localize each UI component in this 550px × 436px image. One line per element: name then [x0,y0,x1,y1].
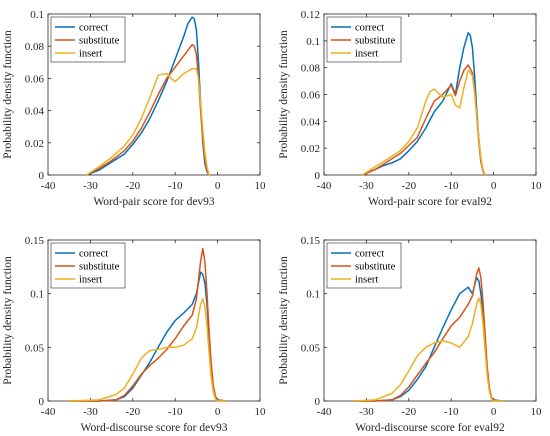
x-tick-label: 0 [491,406,497,418]
y-tick-label: 0.06 [301,90,321,102]
y-tick-label: 0.1 [30,9,44,21]
x-tick-label: -10 [444,180,459,192]
x-tick-label: -20 [125,180,140,192]
x-tick-label: -20 [401,180,416,192]
x-tick-label: -20 [125,406,140,418]
legend-label-insert: insert [79,275,102,286]
x-tick-label: 0 [491,180,497,192]
x-tick-label: -10 [168,406,183,418]
y-tick-label: 0.08 [25,41,45,53]
x-tick-label: -40 [317,406,332,418]
chart-panel-1: -40 -30 -20 -10 0 10 0 0.02 0.04 0.06 0.08 0.1 Word-… [2,9,266,208]
legend-label-insert: insert [79,49,102,60]
x-tick-label: -10 [168,180,183,192]
y-tick-label: 0.05 [301,342,321,354]
legend: correct substitute insert [326,16,402,63]
y-tick-label: 0 [39,396,45,408]
x-tick-label: -30 [359,180,374,192]
y-tick-label: 0.1 [306,36,320,48]
x-tick-label: 0 [215,180,221,192]
x-tick-label: 10 [531,180,543,192]
legend-label-correct: correct [355,23,384,34]
y-tick-label: 0.15 [301,235,321,247]
series-line-insert [352,297,503,402]
x-axis-label: Word-pair score for dev93 [93,196,215,208]
plot-frame [323,239,537,402]
plot-frame [47,239,261,402]
legend-label-correct: correct [79,23,108,34]
y-tick-label: 0.08 [301,63,321,75]
chart-panel-4: -40 -30 -20 -10 0 10 0 0.05 0.1 0.15 Word-discours… [278,235,542,434]
y-tick-label: 0.02 [301,143,320,155]
y-axis-label: Probability density function [2,30,14,159]
legend-label-correct: correct [79,249,108,260]
chart-panel-3: -40 -30 -20 -10 0 10 0 0.05 0.1 0.15 Word-discours… [2,235,266,434]
series-line-insert [68,298,227,402]
y-tick-label: 0.05 [25,342,45,354]
x-tick-label: -30 [83,180,98,192]
x-tick-label: -30 [359,406,374,418]
y-tick-label: 0.1 [306,289,320,301]
x-axis-label: Word-discourse score for dev93 [81,422,228,434]
legend-label-substitute: substitute [79,262,120,273]
x-tick-label: 10 [255,406,267,418]
x-tick-label: 0 [215,406,221,418]
legend-label-substitute: substitute [355,262,396,273]
series-line-correct [68,271,227,402]
y-tick-label: 0.04 [25,106,45,118]
x-tick-label: -10 [444,406,459,418]
chart-panel-2: -40 -30 -20 -10 0 10 0 0.02 0.04 0.06 0.08 0.1 0.12 W… [278,9,542,208]
legend: correct substitute insert [50,16,126,63]
plot-frame [47,13,261,176]
legend-label-substitute: substitute [79,36,120,47]
y-tick-label: 0 [39,170,45,182]
y-tick-label: 0.15 [25,235,45,247]
series-line-substitute [85,43,210,176]
legend-label-insert: insert [355,49,378,60]
series-line-substitute [68,247,227,402]
y-tick-label: 0 [315,170,321,182]
y-tick-label: 0.06 [25,73,45,85]
x-axis-label: Word-pair score for eval92 [368,196,492,208]
series-line-correct [352,276,503,402]
y-tick-label: 0.04 [301,116,321,128]
x-tick-label: -30 [83,406,98,418]
y-axis-label: Probability density function [278,256,290,385]
legend: correct substitute insert [326,242,402,289]
legend: correct substitute insert [50,242,126,289]
x-axis-label: Word-discourse score for eval92 [355,422,505,434]
x-tick-label: -40 [317,180,332,192]
y-tick-label: 0.02 [25,138,44,150]
legend-label-insert: insert [355,275,378,286]
x-tick-label: -40 [41,406,56,418]
series-line-substitute [361,64,486,176]
y-tick-label: 0.1 [30,289,44,301]
y-tick-label: 0.12 [301,9,320,21]
legend-label-correct: correct [355,249,384,260]
x-tick-label: 10 [531,406,543,418]
series-line-insert [85,67,210,176]
legend-label-substitute: substitute [355,36,396,47]
series-line-insert [361,69,486,176]
x-tick-label: -20 [401,406,416,418]
y-tick-label: 0 [315,396,321,408]
series-line-substitute [352,267,503,402]
x-tick-label: -40 [41,180,56,192]
y-axis-label: Probability density function [2,256,14,385]
x-tick-label: 10 [255,180,267,192]
y-axis-label: Probability density function [278,30,290,159]
